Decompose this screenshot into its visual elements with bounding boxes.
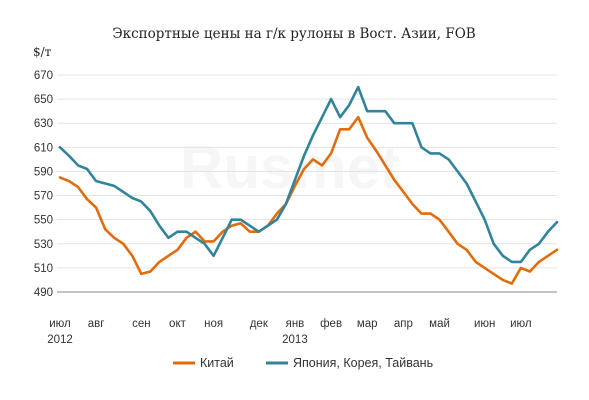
- chart-title: Экспортные цены на г/к рулоны в Вост. Аз…: [112, 26, 475, 42]
- y-tick-label: 610: [34, 142, 53, 154]
- x-tick-label: июл: [510, 318, 532, 330]
- x-tick-label: фев: [320, 318, 342, 330]
- legend: Китай Япония, Корея, Тайвань: [173, 356, 433, 370]
- series-line-1: [58, 85, 559, 264]
- legend-label-0: Китай: [200, 356, 234, 370]
- x-year-label: 2012: [47, 334, 73, 346]
- y-tick-label: 630: [34, 118, 53, 130]
- x-tick-label: дек: [250, 318, 269, 330]
- x-tick-label: окт: [169, 318, 187, 330]
- series-lines: [58, 85, 559, 285]
- x-tick-label: мар: [357, 318, 378, 330]
- y-tick-label: 530: [34, 239, 53, 251]
- legend-label-1: Япония, Корея, Тайвань: [293, 356, 433, 370]
- x-tick-label: янв: [286, 318, 305, 330]
- y-tick-label: 650: [34, 94, 53, 106]
- y-tick-label: 550: [34, 215, 53, 227]
- x-year-label: 2013: [282, 334, 308, 346]
- x-tick-label: июл: [49, 318, 71, 330]
- series-line-0: [58, 115, 559, 285]
- x-axis-ticks: июл 2012 авг сен окт ноя дек янв 2013 фев мар апр ма…: [47, 318, 531, 346]
- x-tick-label: авг: [88, 318, 105, 330]
- y-tick-label: 570: [34, 191, 53, 203]
- x-tick-label: апр: [394, 318, 413, 330]
- y-axis-ticks: 490 510 530 550 570 590 610 630 650 670: [34, 70, 53, 299]
- grid: [57, 74, 557, 269]
- x-tick-label: сен: [132, 318, 151, 330]
- x-tick-label: май: [429, 318, 450, 330]
- y-tick-label: 510: [34, 263, 53, 275]
- x-tick-label: июн: [474, 318, 495, 330]
- y-tick-label: 670: [34, 70, 53, 82]
- y-axis-unit: $/т: [33, 45, 52, 59]
- x-tick-label: ноя: [204, 318, 223, 330]
- y-tick-label: 490: [34, 287, 53, 299]
- y-tick-label: 590: [34, 166, 53, 178]
